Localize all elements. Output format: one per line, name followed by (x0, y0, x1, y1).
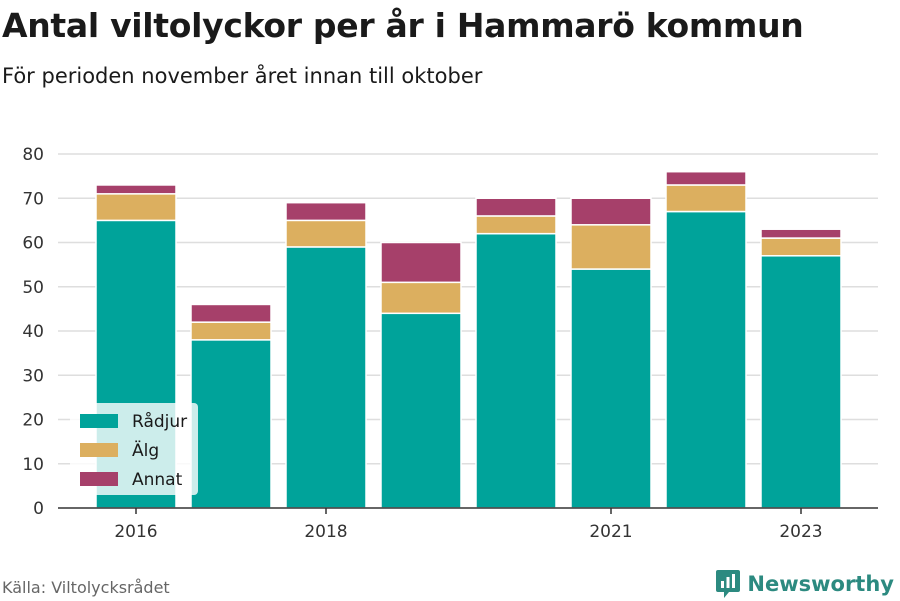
newsworthy-logo-icon (716, 570, 741, 598)
bar-segment (665, 184, 747, 213)
bar-segment (570, 197, 652, 226)
legend-label: Älg (132, 440, 159, 461)
legend-label: Annat (132, 470, 183, 490)
bar-segment (475, 232, 557, 509)
bar-segment (760, 228, 842, 239)
legend-swatch (80, 414, 118, 428)
y-tick-label: 80 (22, 145, 44, 165)
bar-segment (190, 321, 272, 341)
brand-logo: Newsworthy (715, 567, 894, 601)
legend-swatch (80, 472, 118, 486)
bar-segment (380, 281, 462, 315)
bar-segment (570, 224, 652, 270)
y-tick-label: 20 (22, 411, 44, 431)
chart-subtitle: För perioden november året innan till ok… (2, 64, 483, 88)
legend-label: Rådjur (132, 411, 187, 432)
bar-segment (760, 255, 842, 509)
bar-segment (190, 339, 272, 509)
bar-segment (285, 246, 367, 509)
bar-segment (95, 184, 177, 195)
stacked-bar-chart: 0 10 20 30 40 50 60 70 80 2016 2018 2021 2023 Rådjur… (22, 145, 878, 542)
x-tick-label: 2016 (114, 522, 157, 542)
x-tick-label: 2021 (589, 522, 632, 542)
chart-title: Antal viltolyckor per år i Hammarö kommu… (2, 6, 804, 45)
source-note: Källa: Viltolycksrådet (2, 578, 170, 597)
axes: 0 10 20 30 40 50 60 70 80 2016 2018 2021 2023 (22, 145, 878, 542)
bar-segment (475, 197, 557, 217)
bar-segment (570, 268, 652, 509)
x-tick-label: 2023 (779, 522, 822, 542)
y-tick-label: 0 (33, 499, 44, 519)
legend-swatch (80, 443, 118, 457)
bar-segment (380, 312, 462, 509)
y-tick-label: 10 (22, 455, 44, 475)
bar-segment (665, 210, 747, 509)
bars (95, 170, 842, 509)
bar-segment (475, 215, 557, 235)
legend: Rådjur Älg Annat (70, 403, 198, 495)
x-tick-label: 2018 (304, 522, 347, 542)
bar-segment (190, 303, 272, 323)
y-tick-label: 60 (22, 234, 44, 254)
bar-segment (95, 193, 177, 222)
y-tick-label: 40 (22, 322, 44, 342)
bar-segment (665, 170, 747, 186)
bar-segment (380, 241, 462, 284)
bar-segment (760, 237, 842, 257)
y-tick-label: 30 (22, 366, 44, 386)
bar-segment (285, 201, 367, 222)
brand-name: Newsworthy (747, 572, 894, 596)
y-tick-label: 70 (22, 189, 44, 209)
bar-segment (285, 219, 367, 248)
y-tick-label: 50 (22, 278, 44, 298)
